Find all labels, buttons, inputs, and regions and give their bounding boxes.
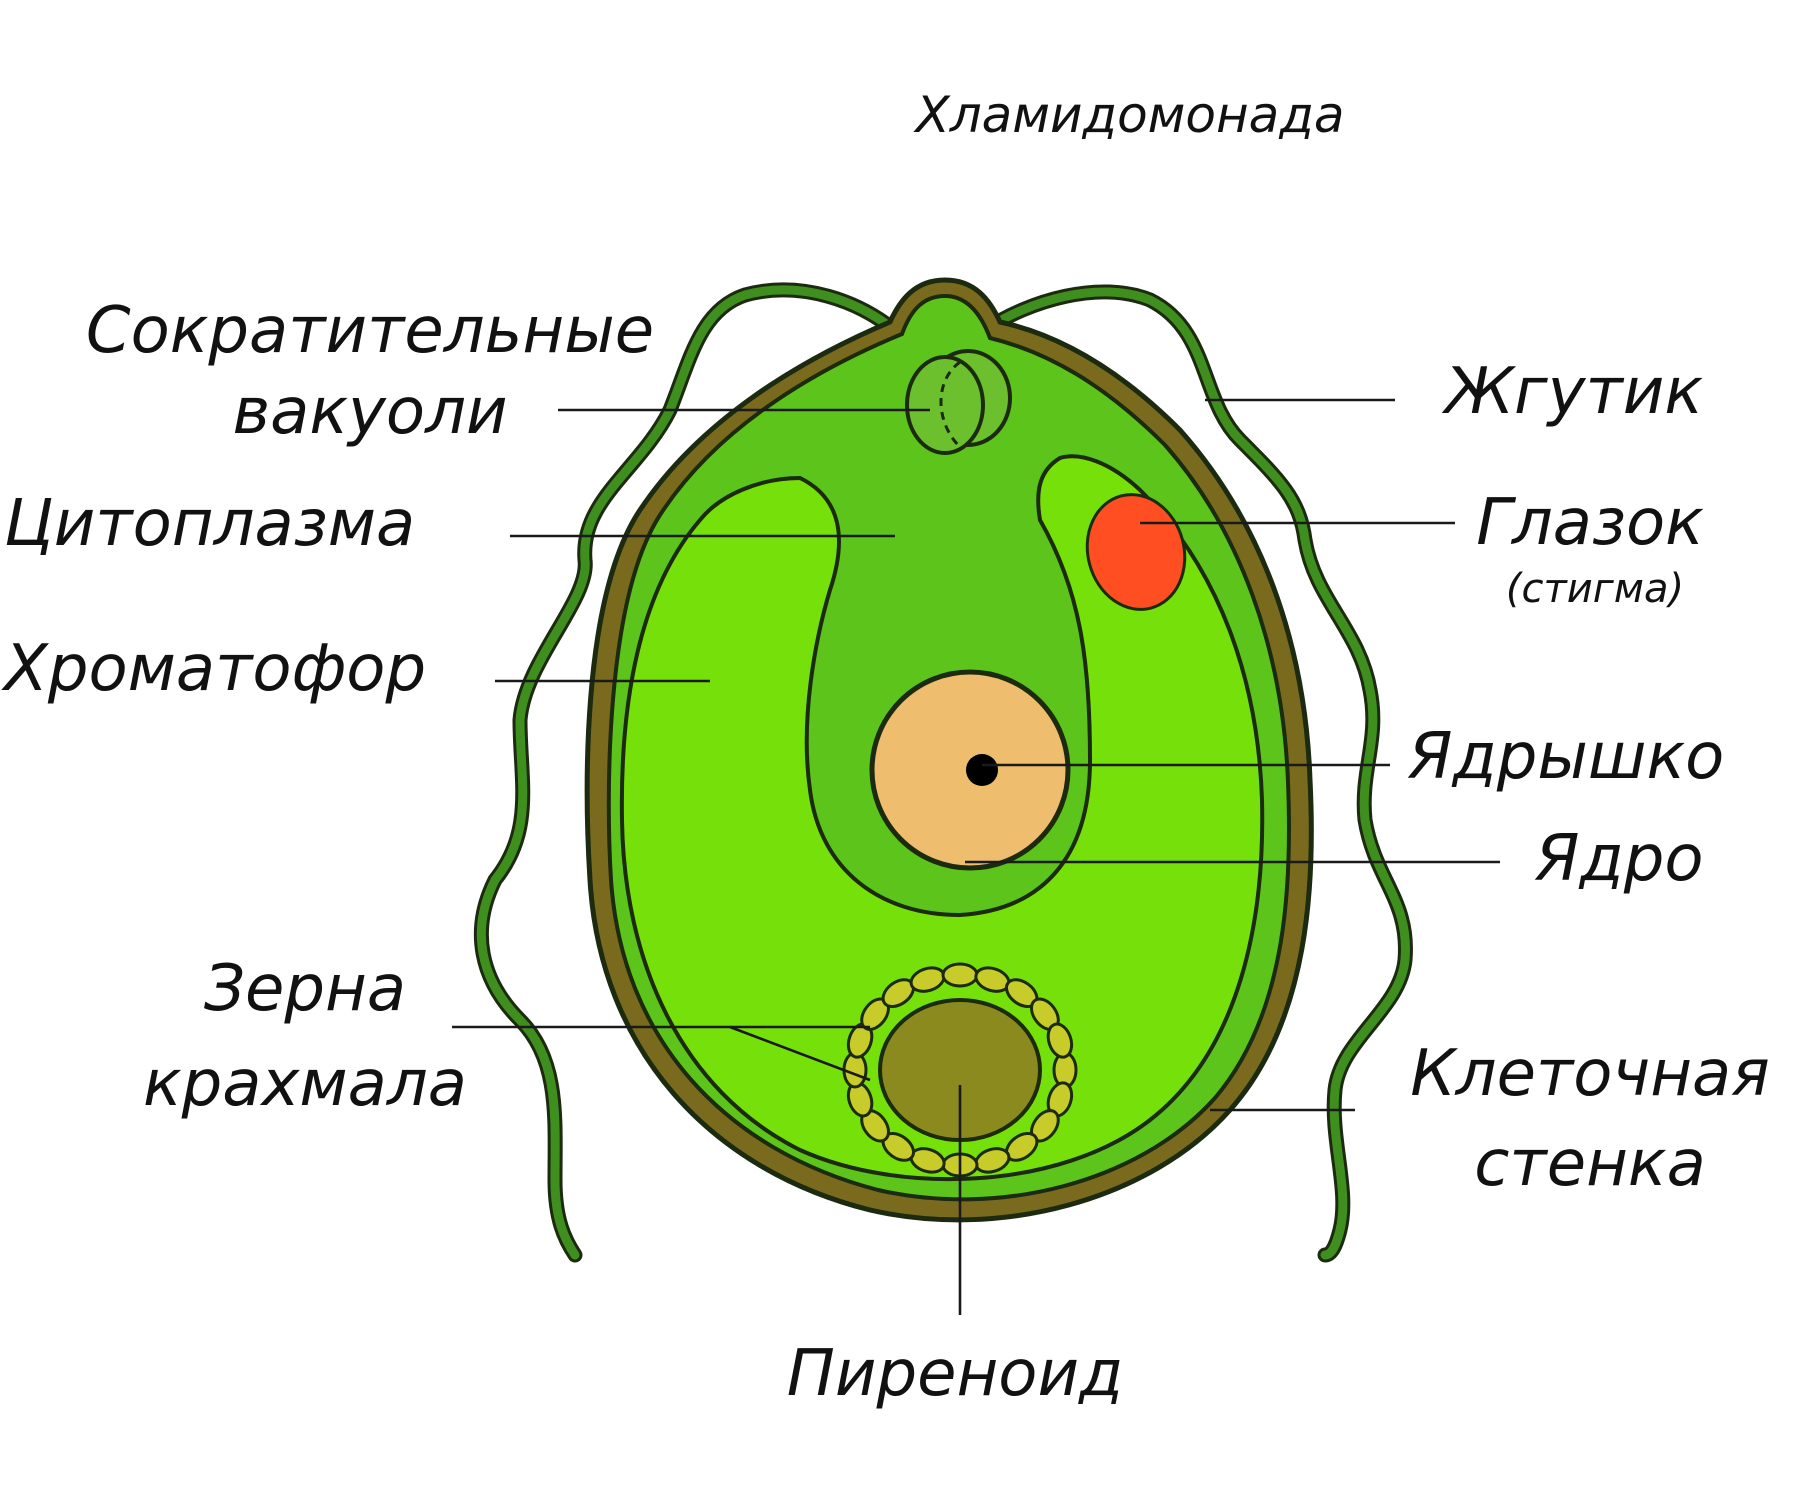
pyrenoid-group [842,962,1078,1178]
label-nucleolus: Ядрышко [1407,720,1724,794]
chromatophore [619,454,1265,1182]
starch-grain [941,962,979,988]
starch-grains [842,962,1078,1178]
leader-lines [452,398,1500,1315]
label-cytoplasm: Цитоплазма [4,487,415,561]
starch-grain [1046,1022,1074,1059]
label-cell-wall-2: стенка [1474,1127,1706,1201]
diagram-title: Хламидомонада [912,86,1344,144]
label-pyrenoid: Пиреноид [787,1337,1124,1411]
flagella [473,282,1413,1263]
label-eyespot: Глазок [1476,486,1704,560]
label-eyespot-note: (стигма) [1506,566,1684,612]
label-flagellum: Жгутик [1441,355,1703,429]
labels: Сократительные вакуоли Цитоплазма Хромат… [1,294,1770,1411]
label-nucleus: Ядро [1534,822,1704,896]
label-contractile-vacuoles-2: вакуоли [232,375,507,449]
contractile-vacuoles [905,349,1012,455]
label-starch-grains-2: крахмала [143,1047,467,1121]
label-cell-wall-1: Клеточная [1410,1037,1770,1111]
label-chromatophore: Хроматофор [1,632,426,706]
nucleolus [966,754,998,786]
label-starch-grains-1: Зерна [204,952,406,1026]
label-contractile-vacuoles-1: Сократительные [86,294,654,368]
